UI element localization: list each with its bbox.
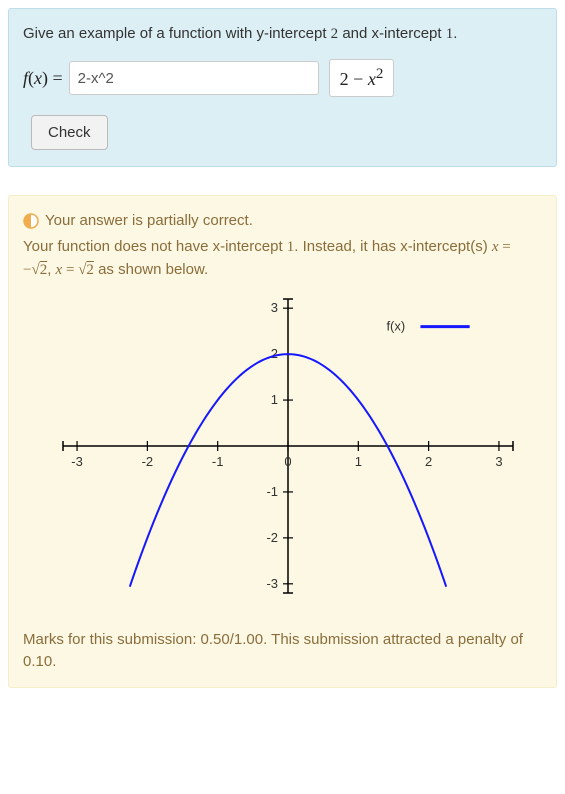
svg-text:-3: -3: [71, 454, 83, 469]
msg-c: as shown below.: [94, 261, 208, 278]
var-letter: x: [34, 68, 42, 88]
msg-a: Your function does not have x-intercept: [23, 238, 287, 255]
svg-text:3: 3: [495, 454, 502, 469]
svg-text:-2: -2: [266, 530, 278, 545]
answer-input[interactable]: [69, 61, 319, 95]
root-val2: 2: [86, 262, 94, 278]
svg-text:-1: -1: [266, 484, 278, 499]
svg-text:3: 3: [270, 300, 277, 315]
svg-text:-3: -3: [266, 576, 278, 591]
rendered-exp: 2: [376, 66, 384, 82]
answer-row: f(x) = 2 − x2: [23, 59, 542, 97]
feedback-box: Your answer is partially correct. Your f…: [8, 195, 557, 688]
marks-text: Marks for this submission: 0.50/1.00. Th…: [23, 629, 542, 673]
svg-text:1: 1: [354, 454, 361, 469]
svg-text:0: 0: [284, 454, 291, 469]
intercept-var1: x: [492, 239, 499, 255]
rendered-a: 2 −: [340, 69, 368, 89]
question-prompt: Give an example of a function with y-int…: [23, 23, 542, 45]
svg-text:-1: -1: [211, 454, 223, 469]
question-box: Give an example of a function with y-int…: [8, 8, 557, 167]
svg-text:f(x): f(x): [386, 319, 405, 334]
root-sym1: √: [31, 262, 39, 278]
prompt-part-a: Give an example of a function with y-int…: [23, 25, 331, 42]
feedback-message: Your function does not have x-intercept …: [23, 236, 542, 282]
prompt-part-c: .: [453, 25, 457, 42]
answer-label: f(x) =: [23, 68, 63, 89]
rendered-var: x: [368, 69, 376, 89]
feedback-title: Your answer is partially correct.: [45, 210, 253, 232]
comma: ,: [47, 261, 55, 278]
prompt-part-b: and x-intercept: [338, 25, 446, 42]
eq2: =: [62, 262, 78, 278]
rendered-answer: 2 − x2: [329, 59, 395, 97]
chart-container: -3 -2 -1 0 1 2 3 -3 -2 -1 1 2 3 f(x): [23, 289, 542, 619]
feedback-header: Your answer is partially correct.: [23, 210, 542, 232]
partial-correct-icon: [23, 213, 39, 229]
function-graph: -3 -2 -1 0 1 2 3 -3 -2 -1 1 2 3 f(x): [33, 289, 533, 619]
svg-text:2: 2: [425, 454, 432, 469]
svg-text:-2: -2: [141, 454, 153, 469]
svg-text:2: 2: [270, 346, 277, 361]
svg-text:1: 1: [270, 392, 277, 407]
check-button[interactable]: Check: [31, 115, 108, 150]
msg-b: . Instead, it has x-intercept(s): [294, 238, 492, 255]
